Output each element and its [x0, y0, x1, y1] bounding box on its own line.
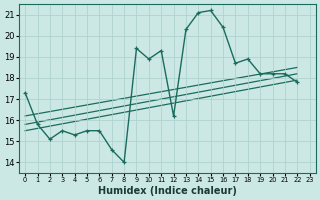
X-axis label: Humidex (Indice chaleur): Humidex (Indice chaleur) [98, 186, 237, 196]
